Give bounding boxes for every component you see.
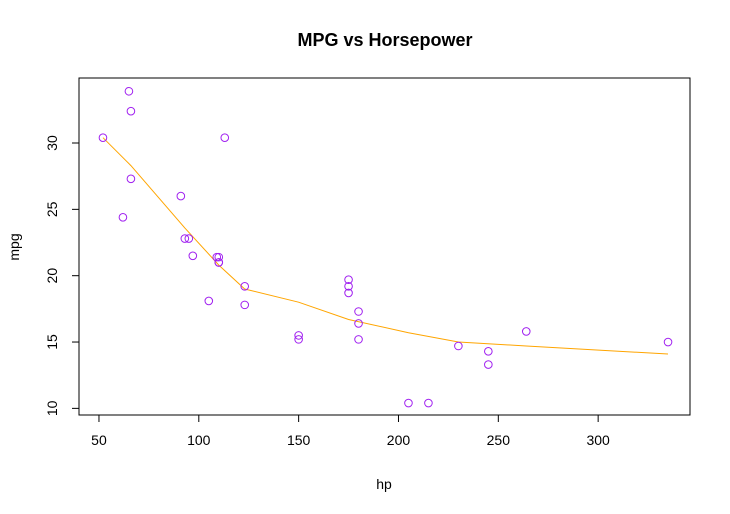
data-point xyxy=(344,282,353,291)
data-point xyxy=(180,234,190,243)
data-point xyxy=(214,258,224,267)
data-point xyxy=(484,360,493,369)
data-point xyxy=(294,331,303,340)
y-axis-label: mpg xyxy=(6,233,22,260)
y-tick-label: 10 xyxy=(44,400,60,416)
data-point xyxy=(184,234,194,243)
data-point xyxy=(344,275,353,284)
data-point xyxy=(124,86,134,96)
data-point xyxy=(404,398,413,408)
data-point xyxy=(424,398,433,408)
data-point xyxy=(240,282,250,291)
data-point xyxy=(220,133,230,143)
data-point xyxy=(354,319,363,328)
x-axis: 50 100 150 200 250 300 xyxy=(91,414,610,448)
data-point xyxy=(188,251,198,261)
data-point xyxy=(240,300,250,310)
x-axis-label: hp xyxy=(376,476,392,492)
data-point xyxy=(354,307,363,316)
data-point xyxy=(354,335,363,344)
data-point xyxy=(484,347,493,356)
data-point xyxy=(98,133,108,143)
x-tick-label: 300 xyxy=(586,432,610,448)
data-point xyxy=(176,191,186,201)
y-tick-label: 30 xyxy=(44,135,60,151)
chart-title: MPG vs Horsepower xyxy=(297,30,472,50)
data-point xyxy=(204,296,214,306)
data-point xyxy=(212,252,222,262)
data-points xyxy=(98,86,673,408)
data-point xyxy=(663,337,673,347)
data-point xyxy=(118,213,128,222)
data-point xyxy=(344,288,353,298)
data-point xyxy=(126,106,136,116)
x-tick-label: 250 xyxy=(487,432,511,448)
y-tick-label: 15 xyxy=(44,334,60,350)
x-tick-label: 200 xyxy=(387,432,411,448)
data-point xyxy=(294,335,303,344)
x-tick-label: 100 xyxy=(187,432,211,448)
trend-line xyxy=(102,137,669,355)
x-tick-label: 150 xyxy=(287,432,311,448)
data-point xyxy=(521,327,531,336)
plot-frame xyxy=(78,77,691,416)
x-tick-label: 50 xyxy=(91,432,107,448)
data-point xyxy=(126,174,136,184)
y-tick-label: 20 xyxy=(44,268,60,284)
y-axis: 10 15 20 25 30 xyxy=(44,135,80,416)
data-point xyxy=(454,341,463,351)
y-tick-label: 25 xyxy=(44,201,60,217)
